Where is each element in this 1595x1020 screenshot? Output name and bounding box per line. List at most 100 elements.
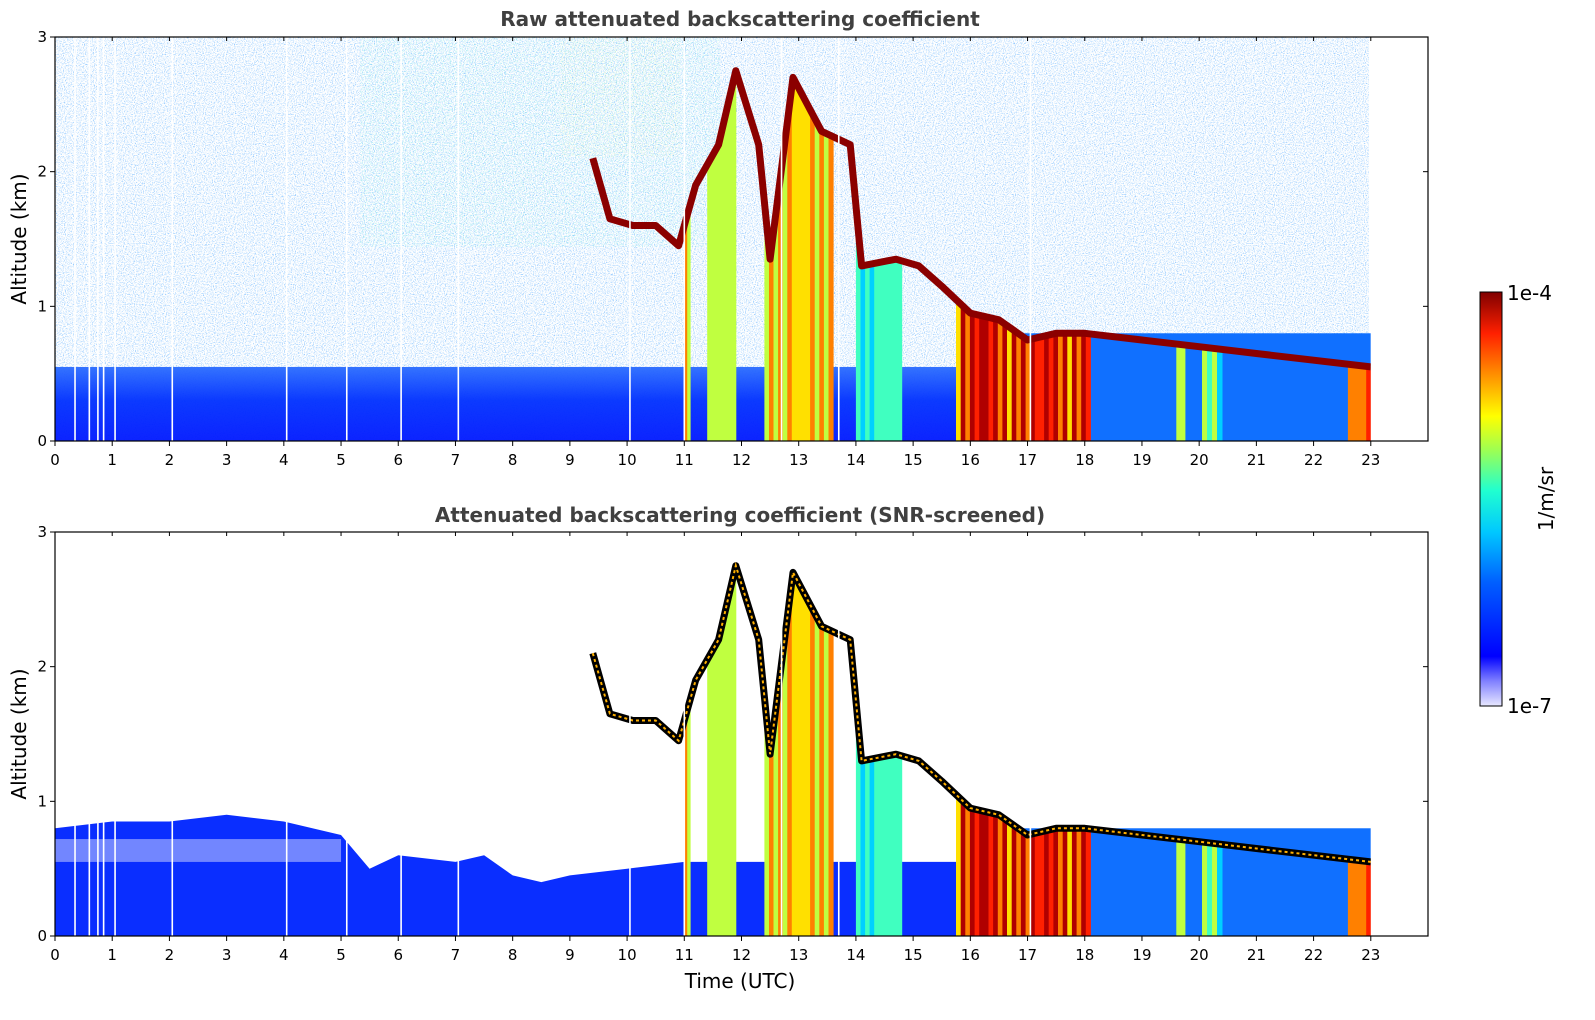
shaft-column <box>1007 327 1013 441</box>
shaft-column <box>1062 828 1068 936</box>
shaft-column <box>897 260 903 441</box>
shaft-column <box>1085 333 1091 441</box>
shaft-column <box>711 647 718 936</box>
x-tick-label: 16 <box>961 946 980 964</box>
shaft-column <box>874 758 880 936</box>
shaft-column <box>1352 860 1358 936</box>
shaft-column <box>1207 843 1213 936</box>
colorbar-max-label: 1e-4 <box>1507 281 1552 305</box>
shaft-column <box>993 814 999 936</box>
x-tick-label: 4 <box>279 451 289 469</box>
shaft-column <box>801 96 807 441</box>
shaft-column <box>869 758 875 936</box>
x-tick-label: 8 <box>508 946 518 964</box>
shaft-column <box>1076 333 1082 441</box>
shaft-column <box>687 705 691 936</box>
shaft-column <box>1058 828 1064 936</box>
y-tick-label: 0 <box>37 927 47 945</box>
shaft-column <box>726 596 732 936</box>
shaft-column <box>805 600 811 936</box>
shaft-column <box>773 708 779 936</box>
shaft-column <box>1361 366 1367 441</box>
x-tick-label: 14 <box>846 451 865 469</box>
x-tick-label: 20 <box>1190 451 1209 469</box>
shaft-column <box>1002 323 1008 441</box>
shaft-column <box>721 617 727 936</box>
shaft-column <box>684 715 688 936</box>
x-tick-label: 13 <box>789 946 808 964</box>
x-tick-label: 9 <box>565 451 575 469</box>
y-tick-label: 2 <box>37 658 47 676</box>
shaft-column <box>687 210 691 441</box>
panel1-title: Raw attenuated backscattering coefficien… <box>500 7 980 31</box>
x-tick-label: 18 <box>1075 451 1094 469</box>
shaft-column <box>1030 338 1036 441</box>
shaft-column <box>1058 333 1064 441</box>
shaft-column <box>865 264 871 441</box>
shaft-column <box>1176 344 1182 441</box>
shaft-column <box>897 755 903 936</box>
shaft-column <box>1067 333 1073 441</box>
shaft-column <box>983 316 989 441</box>
shaft-column <box>731 576 737 936</box>
x-tick-label: 17 <box>1018 451 1037 469</box>
x-tick-label: 22 <box>1304 946 1323 964</box>
x-tick-label: 11 <box>675 946 694 964</box>
shaft-column <box>1081 333 1087 441</box>
x-tick-label: 6 <box>393 451 403 469</box>
shaft-column <box>823 133 829 441</box>
shaft-column <box>721 122 727 441</box>
x-tick-label: 4 <box>279 946 289 964</box>
panel2-y-ticks: 0 1 2 3 <box>37 523 1428 945</box>
shaft-column <box>814 617 820 936</box>
x-tick-label: 23 <box>1361 946 1380 964</box>
shaft-column <box>1030 833 1036 936</box>
shaft-column <box>769 250 775 441</box>
x-tick-label: 7 <box>451 451 461 469</box>
shaft-column <box>1039 336 1045 441</box>
x-tick-label: 20 <box>1190 946 1209 964</box>
x-tick-label: 11 <box>675 451 694 469</box>
shaft-column <box>1034 832 1040 936</box>
shaft-column <box>801 591 807 936</box>
shaft-column <box>782 636 788 936</box>
raw-backscatter-panel: Raw attenuated backscattering coefficien… <box>7 7 1429 469</box>
y-tick-label: 1 <box>37 297 47 315</box>
shaft-column <box>787 104 793 441</box>
x-tick-label: 19 <box>1132 451 1151 469</box>
shaft-column <box>1357 365 1363 441</box>
shaft-column <box>1202 842 1208 936</box>
x-tick-label: 1 <box>107 451 117 469</box>
shaft-column <box>1217 844 1223 936</box>
data-gaps <box>74 37 1428 441</box>
panel1-y-ticks: 0 1 2 3 <box>37 28 1428 450</box>
shaft-column <box>869 263 875 441</box>
shaft-column <box>1180 344 1186 441</box>
shaft-column <box>1352 365 1358 441</box>
low-signal-band <box>55 839 342 862</box>
shaft-column <box>1347 859 1353 936</box>
shaft-column <box>828 630 834 936</box>
x-tick-label: 22 <box>1304 451 1323 469</box>
shaft-column <box>1217 349 1223 441</box>
x-tick-label: 2 <box>165 946 175 964</box>
shaft-column <box>1025 834 1031 936</box>
no-data-region <box>1370 532 1428 936</box>
shaft-column <box>974 809 980 936</box>
y-tick-label: 0 <box>37 432 47 450</box>
x-tick-label: 1 <box>107 946 117 964</box>
shaft-column <box>1007 822 1013 936</box>
shaft-column <box>684 220 688 441</box>
shaft-column <box>1361 861 1367 936</box>
shaft-column <box>1347 364 1353 441</box>
shaft-column <box>787 599 793 936</box>
x-tick-label: 19 <box>1132 946 1151 964</box>
x-tick-label: 13 <box>789 451 808 469</box>
x-tick-label: 16 <box>961 451 980 469</box>
x-tick-label: 15 <box>904 451 923 469</box>
x-tick-label: 3 <box>222 946 232 964</box>
shaft-column <box>814 122 820 441</box>
shaft-column <box>855 724 861 936</box>
y-tick-label: 3 <box>37 28 47 46</box>
shaft-column <box>860 760 866 936</box>
